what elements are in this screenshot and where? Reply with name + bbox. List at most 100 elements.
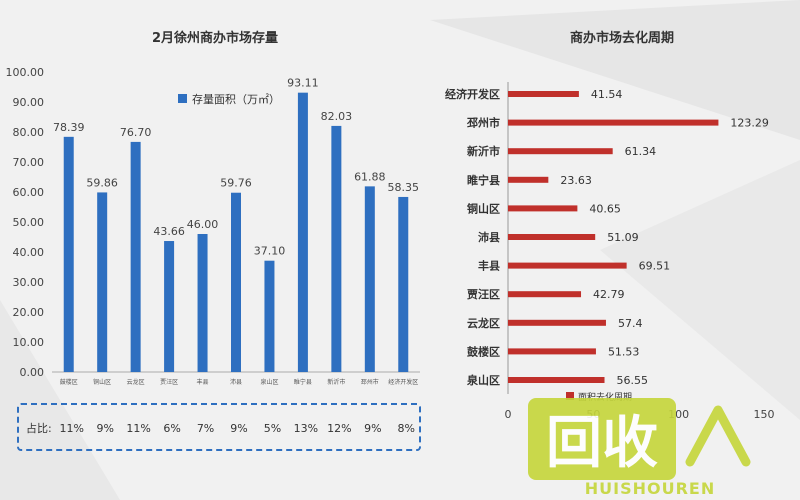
data-label: 76.70 — [120, 126, 152, 139]
x-tick-label: 沛县 — [230, 378, 242, 386]
data-label: 51.09 — [607, 231, 639, 244]
bar — [97, 192, 108, 372]
bar — [364, 186, 375, 372]
bar — [331, 125, 342, 372]
bar — [508, 176, 549, 183]
share-value: 11% — [60, 422, 84, 435]
bars: 经济开发区 41.54 邳州市 123.29 新沂市 61.34 睢宁县 23.63 铜山区 40… — [445, 87, 769, 387]
share-value: 7% — [197, 422, 214, 435]
bar — [297, 92, 308, 373]
bar — [508, 319, 606, 326]
data-label: 78.39 — [53, 121, 85, 134]
x-tick-label: 经济开发区 — [388, 378, 418, 386]
y-tick-label: 30.00 — [13, 276, 45, 289]
data-label: 42.79 — [593, 288, 625, 301]
chart-title: 2月徐州商办市场存量 — [152, 30, 278, 46]
data-label: 69.51 — [639, 260, 671, 273]
share-value: 13% — [294, 422, 318, 435]
logo-block — [528, 398, 676, 480]
y-tick-label: 60.00 — [13, 186, 45, 199]
y-tick-label: 铜山区 — [466, 201, 500, 215]
x-tick-label: 云龙区 — [127, 378, 145, 386]
x-tick-label: 睢宁县 — [294, 378, 312, 386]
data-label: 41.54 — [591, 88, 623, 101]
bar — [508, 291, 582, 298]
bar — [130, 141, 141, 372]
bar — [508, 119, 719, 126]
share-label: 占比: — [26, 421, 52, 435]
x-tick-label: 鼓楼区 — [60, 378, 78, 386]
bar — [508, 377, 605, 383]
logo-subtext: HUISHOUREN — [585, 479, 715, 498]
y-tick-label: 泉山区 — [466, 373, 500, 387]
bar — [508, 148, 613, 155]
share-value: 11% — [126, 422, 150, 435]
y-tick-label: 丰县 — [478, 259, 500, 273]
y-tick-label: 经济开发区 — [445, 87, 500, 101]
x-tick-label: 150 — [754, 408, 775, 421]
data-label: 40.65 — [589, 202, 621, 215]
y-tick-label: 40.00 — [13, 246, 45, 259]
stock-bar-chart: 2月徐州商办市场存量 0.00 10.00 20.00 30.00 40.00 50.00… — [6, 30, 421, 451]
data-label: 61.88 — [354, 170, 386, 183]
data-label: 51.53 — [608, 345, 640, 358]
y-tick-label: 睢宁县 — [467, 173, 500, 187]
y-tick-label: 70.00 — [13, 156, 45, 169]
logo-mark — [685, 405, 751, 467]
x-axis-labels: 鼓楼区 铜山区 云龙区 贾汪区 丰县 沛县 泉山区 睢宁县 新沂市 邳州市 经济开发区 — [60, 378, 419, 386]
share-value: 8% — [398, 422, 415, 435]
y-tick-label: 0.00 — [20, 366, 45, 379]
bar — [63, 136, 74, 372]
data-label: 82.03 — [321, 110, 353, 123]
y-tick-label: 10.00 — [13, 336, 45, 349]
bar — [197, 234, 208, 372]
bar — [508, 234, 596, 240]
legend-swatch — [566, 392, 574, 400]
y-tick-label: 100.00 — [6, 66, 45, 79]
legend-label: 存量面积（万㎡） — [192, 92, 280, 106]
logo-text: 回收 — [546, 411, 658, 476]
y-tick-label: 新沂市 — [467, 144, 500, 158]
bar — [508, 348, 596, 355]
bar — [508, 91, 579, 97]
share-value: 12% — [327, 422, 351, 435]
x-tick-label: 丰县 — [197, 378, 209, 386]
share-values: 11% 9% 11% 6% 7% 9% 5% 13% 12% 9% 8% — [60, 422, 415, 435]
data-label: 58.35 — [388, 181, 420, 194]
y-tick-label: 贾汪区 — [467, 287, 500, 301]
bar — [264, 260, 275, 372]
x-tick-label: 新沂市 — [327, 378, 345, 386]
data-label: 43.66 — [153, 225, 185, 238]
legend-swatch — [178, 94, 187, 103]
y-tick-label: 50.00 — [13, 216, 45, 229]
x-tick-label: 铜山区 — [93, 378, 111, 386]
x-tick-label: 贾汪区 — [160, 378, 178, 386]
data-label: 59.86 — [86, 176, 118, 189]
data-label: 57.4 — [618, 317, 643, 330]
share-value: 6% — [163, 422, 180, 435]
data-label: 37.10 — [254, 245, 286, 258]
y-tick-label: 鼓楼区 — [467, 344, 500, 358]
x-tick-label: 邳州市 — [361, 378, 379, 386]
x-tick-label: 泉山区 — [260, 378, 278, 386]
y-tick-label: 20.00 — [13, 306, 45, 319]
share-value: 5% — [264, 422, 281, 435]
y-tick-label: 云龙区 — [467, 316, 500, 330]
data-label: 23.63 — [560, 174, 592, 187]
share-value: 9% — [364, 422, 381, 435]
bar — [231, 192, 241, 372]
x-tick-label: 0 — [505, 408, 512, 421]
share-value: 9% — [96, 422, 113, 435]
share-box — [17, 403, 421, 451]
data-label: 46.00 — [187, 218, 219, 231]
bar — [398, 196, 409, 372]
y-tick-label: 邳州市 — [466, 116, 500, 130]
data-label: 56.55 — [617, 374, 649, 387]
data-label: 59.76 — [220, 177, 252, 190]
data-label: 61.34 — [625, 145, 657, 158]
data-label: 93.11 — [287, 77, 319, 90]
legend: 存量面积（万㎡） — [178, 92, 280, 106]
bar — [508, 205, 578, 212]
